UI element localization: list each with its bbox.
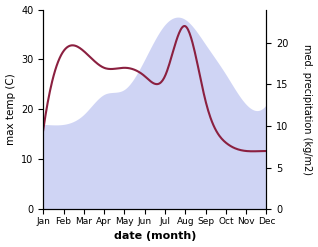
X-axis label: date (month): date (month) bbox=[114, 231, 196, 242]
Y-axis label: med. precipitation (kg/m2): med. precipitation (kg/m2) bbox=[302, 44, 313, 175]
Y-axis label: max temp (C): max temp (C) bbox=[5, 74, 16, 145]
